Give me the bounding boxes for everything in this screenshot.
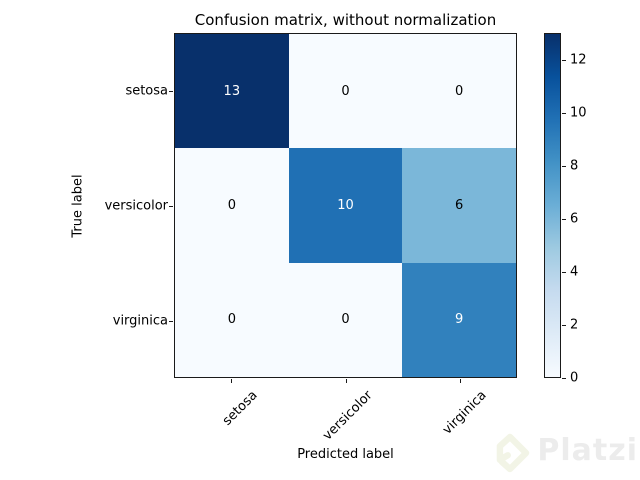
matrix-cell-versicolor-versicolor: 10 — [288, 148, 403, 263]
x-tick-label-setosa: setosa — [220, 388, 261, 429]
colorbar-tick-label-12: 12 — [570, 52, 587, 68]
y-tick-label-virginica: virginica — [112, 313, 168, 328]
colorbar-tick-label-4: 4 — [570, 264, 579, 280]
x-tick-mark — [459, 379, 461, 383]
y-tick-mark — [169, 205, 173, 207]
colorbar-tick-mark — [562, 324, 566, 326]
colorbar-tick-label-2: 2 — [570, 317, 579, 333]
matrix-cell-setosa-virginica: 0 — [402, 34, 516, 149]
y-tick-label-versicolor: versicolor — [104, 198, 168, 213]
matrix-cell-versicolor-setosa: 0 — [175, 148, 289, 263]
x-tick-mark — [345, 379, 347, 383]
matrix-cell-virginica-virginica: 9 — [402, 262, 516, 377]
watermark: Platzi — [488, 431, 638, 475]
colorbar-tick-mark — [562, 59, 566, 61]
colorbar-tick-label-10: 10 — [570, 105, 587, 121]
colorbar-tick-mark — [562, 112, 566, 114]
y-axis-label: True label — [70, 174, 86, 238]
watermark-text: Platzi — [537, 433, 638, 468]
colorbar-tick-mark — [562, 218, 566, 220]
colorbar-tick-label-8: 8 — [570, 158, 579, 174]
x-tick-label-versicolor: versicolor — [319, 388, 376, 444]
colorbar-tick-mark — [562, 165, 566, 167]
x-tick-label-virginica: virginica — [439, 388, 490, 438]
colorbar-tick-label-0: 0 — [570, 370, 579, 386]
colorbar-tick-label-6: 6 — [570, 211, 579, 227]
y-tick-mark — [169, 90, 173, 92]
matrix-cell-setosa-setosa: 13 — [175, 34, 289, 149]
y-tick-mark — [169, 320, 173, 322]
colorbar-tick-mark — [562, 271, 566, 273]
matrix-cell-setosa-versicolor: 0 — [288, 34, 403, 149]
y-tick-label-setosa: setosa — [125, 83, 168, 98]
heatmap-grid: 13 0 0 0 10 6 0 0 9 — [174, 33, 517, 378]
chart-title: Confusion matrix, without normalization — [194, 11, 497, 29]
x-tick-mark — [231, 379, 233, 383]
matrix-cell-versicolor-virginica: 6 — [402, 148, 516, 263]
colorbar — [544, 33, 561, 378]
colorbar-tick-mark — [562, 378, 566, 379]
matrix-cell-virginica-setosa: 0 — [175, 262, 289, 377]
x-axis-label: Predicted label — [297, 447, 394, 462]
platzi-logo-icon — [497, 433, 530, 473]
matrix-cell-virginica-versicolor: 0 — [288, 262, 403, 377]
